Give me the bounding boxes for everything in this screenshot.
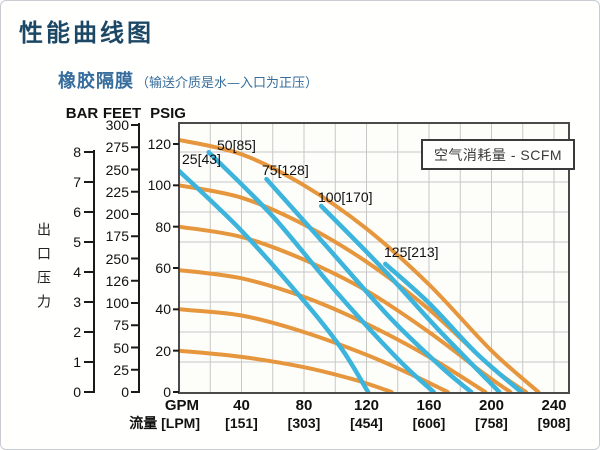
subtitle-main: 橡胶隔膜 — [58, 71, 134, 92]
air-125scfm-curve — [383, 261, 524, 393]
air-50scfm-curve — [206, 150, 436, 393]
air-100scfm-curve — [318, 203, 502, 393]
chart-subtitle: 橡胶隔膜 （输送介质是水—入口为正压） — [58, 67, 318, 93]
legend-label: 空气消耗量 - SCFM — [433, 146, 563, 163]
axis-header-bar: BAR — [65, 105, 99, 122]
axis-header-feet: FEET — [102, 105, 142, 122]
curves-group — [179, 137, 541, 393]
page-title: 性能曲线图 — [19, 18, 154, 47]
subtitle-note: （输送介质是水—入口为正压） — [136, 76, 319, 91]
discharge-122psi-curve — [179, 137, 541, 393]
discharge-20psi-curve — [179, 348, 394, 393]
axis-header-psig: PSIG — [150, 105, 186, 122]
plot-border — [178, 122, 570, 394]
air-75scfm-curve — [264, 176, 474, 393]
legend-box: 空气消耗量 - SCFM — [421, 139, 575, 170]
y-axis-label: 出口压力 — [36, 222, 52, 318]
air-25scfm-curve — [179, 168, 371, 393]
